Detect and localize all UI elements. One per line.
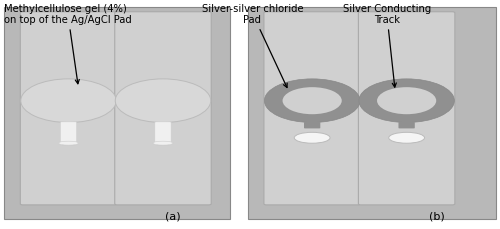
Bar [305, 98, 320, 112]
Circle shape [116, 79, 210, 123]
Circle shape [21, 79, 116, 123]
FancyBboxPatch shape [304, 123, 320, 129]
Text: Silver Conducting
Track: Silver Conducting Track [342, 4, 431, 88]
Text: Silver-silver chloride
Pad: Silver-silver chloride Pad [202, 4, 304, 88]
FancyBboxPatch shape [398, 123, 415, 129]
Text: (a): (a) [165, 211, 180, 221]
Ellipse shape [58, 142, 78, 145]
Circle shape [264, 79, 360, 123]
FancyBboxPatch shape [264, 13, 360, 205]
FancyBboxPatch shape [155, 122, 171, 145]
Bar [248, 8, 496, 218]
Text: Methylcellulose gel (4%)
on top of the Ag/AgCl Pad: Methylcellulose gel (4%) on top of the A… [4, 4, 132, 84]
FancyBboxPatch shape [60, 122, 76, 145]
Bar [400, 98, 414, 112]
Ellipse shape [388, 133, 424, 144]
Text: (b): (b) [428, 211, 444, 221]
FancyBboxPatch shape [115, 13, 211, 205]
Circle shape [359, 79, 454, 123]
FancyBboxPatch shape [20, 13, 116, 205]
Ellipse shape [153, 142, 173, 145]
FancyBboxPatch shape [358, 13, 455, 205]
Bar [4, 8, 230, 218]
Circle shape [377, 88, 436, 115]
Circle shape [282, 88, 342, 115]
Ellipse shape [294, 133, 330, 144]
